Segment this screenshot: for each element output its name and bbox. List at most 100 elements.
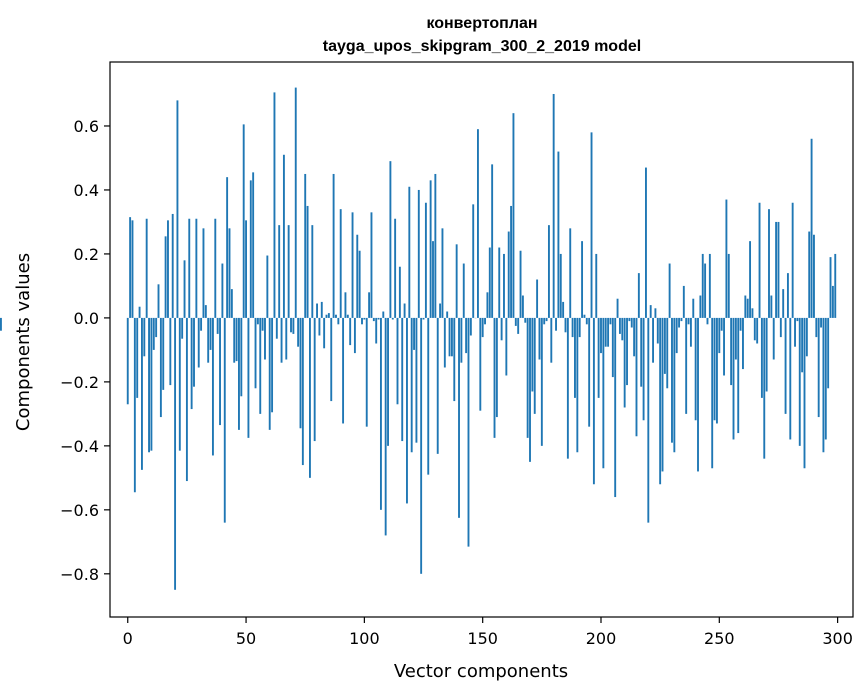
bar <box>756 317 759 344</box>
bar <box>413 317 416 350</box>
bar <box>633 317 636 357</box>
bar <box>150 317 153 451</box>
bar <box>256 317 259 325</box>
bar <box>635 317 638 437</box>
bar <box>344 292 347 318</box>
bar <box>765 317 768 392</box>
bar <box>742 317 744 370</box>
bar <box>216 317 219 334</box>
bar <box>723 317 725 376</box>
bar <box>226 177 229 318</box>
bar <box>574 317 576 398</box>
bar <box>704 263 707 318</box>
bar <box>401 317 404 442</box>
bar <box>784 317 787 414</box>
bar <box>772 317 775 360</box>
bar <box>280 317 283 363</box>
bar <box>204 305 207 318</box>
bar <box>467 317 470 547</box>
x-tick-label: 300 <box>822 629 853 648</box>
bar <box>254 317 257 389</box>
bar <box>675 317 678 354</box>
bar <box>477 129 479 318</box>
bar <box>673 317 676 453</box>
bar <box>831 285 834 318</box>
bar <box>708 253 711 318</box>
bar <box>375 317 378 344</box>
bar <box>131 220 134 318</box>
bar <box>325 314 328 318</box>
bar <box>143 317 146 357</box>
bar <box>290 317 292 333</box>
bar <box>626 317 628 386</box>
bar <box>794 317 796 347</box>
bar <box>223 317 226 523</box>
bar <box>739 317 742 331</box>
bar <box>692 298 695 318</box>
bar <box>562 301 565 318</box>
bar <box>469 317 472 336</box>
chart-title: конвертоплан <box>426 15 537 32</box>
y-tick-label: −0.2 <box>60 373 99 392</box>
bar <box>597 317 600 398</box>
bar <box>607 317 610 347</box>
bar <box>715 317 718 424</box>
bar <box>145 218 148 318</box>
bar <box>652 317 654 363</box>
bar <box>628 317 631 322</box>
bar <box>630 317 633 328</box>
bar <box>301 317 304 466</box>
bar <box>775 221 778 318</box>
bar <box>564 317 567 333</box>
bar <box>368 292 371 318</box>
bar <box>547 225 550 318</box>
bar <box>365 317 368 427</box>
bar <box>176 100 179 318</box>
bar <box>663 317 666 374</box>
bar <box>155 317 158 338</box>
bar <box>183 260 186 318</box>
bar <box>450 317 453 357</box>
bar <box>671 317 673 443</box>
bar <box>190 317 193 410</box>
bar <box>602 317 605 469</box>
bar <box>233 317 236 363</box>
bar <box>645 167 647 318</box>
bar <box>245 220 247 318</box>
bar <box>465 317 468 354</box>
bar <box>318 317 321 336</box>
bar <box>817 317 820 418</box>
bar <box>782 289 785 318</box>
x-axis-label: Vector components <box>394 661 568 682</box>
bar <box>275 317 278 339</box>
bar <box>219 317 221 426</box>
bar <box>827 317 830 389</box>
bar <box>0 317 2 331</box>
x-tick-label: 100 <box>349 629 380 648</box>
bar <box>531 317 534 392</box>
bar <box>323 317 326 349</box>
y-axis-ticks: −0.8 −0.6 −0.4 −0.2 0.0 0.2 0.4 0.6 <box>60 117 110 584</box>
bar <box>581 241 584 318</box>
bar <box>640 317 643 387</box>
bar <box>185 317 188 482</box>
bar <box>316 303 318 318</box>
y-tick-label: −0.8 <box>60 565 99 584</box>
bar <box>403 303 406 318</box>
bar <box>730 317 733 386</box>
bar <box>126 317 129 405</box>
bar <box>661 317 664 472</box>
bar <box>815 317 818 338</box>
bar <box>813 234 815 318</box>
bar <box>249 180 252 318</box>
bar <box>311 225 314 318</box>
x-tick-label: 150 <box>467 629 498 648</box>
bar <box>294 87 297 318</box>
bar <box>529 317 531 462</box>
bar <box>682 285 685 318</box>
bar <box>424 202 427 318</box>
plot-frame <box>109 61 854 618</box>
bar <box>335 314 337 318</box>
bar <box>238 317 240 430</box>
bar <box>559 253 562 318</box>
